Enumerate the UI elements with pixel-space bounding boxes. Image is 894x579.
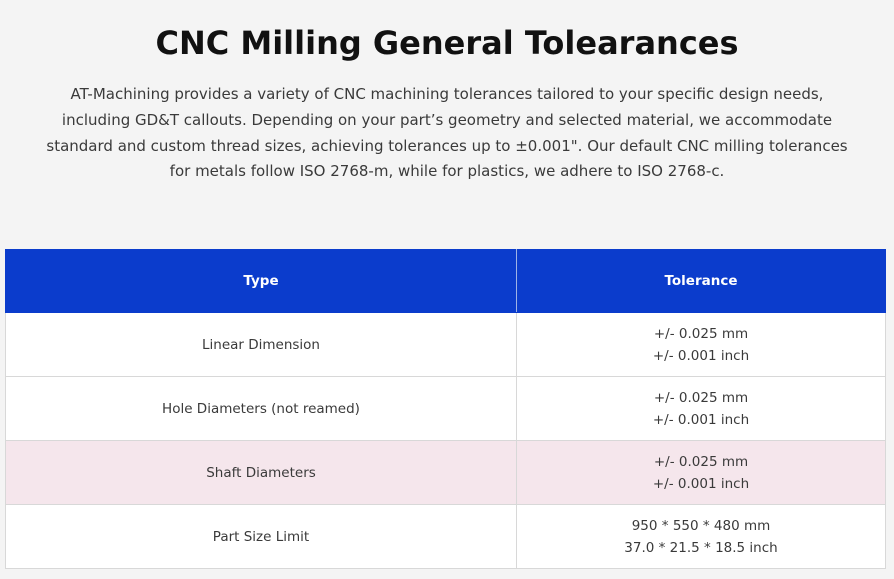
tolerance-metric: +/- 0.025 mm [653,389,749,406]
table-row: Hole Diameters (not reamed) +/- 0.025 mm… [5,376,886,441]
table-header-row: Type Tolerance [5,249,886,313]
tolerance-imperial: 37.0 * 21.5 * 18.5 inch [624,539,778,556]
tolerance-imperial: +/- 0.001 inch [652,475,750,492]
type-cell: Hole Diameters (not reamed) [5,376,517,441]
table-row: Part Size Limit 950 * 550 * 480 mm 37.0 … [5,504,886,569]
column-header-tolerance: Tolerance [516,249,886,313]
tolerance-imperial: +/- 0.001 inch [652,347,750,364]
type-cell: Shaft Diameters [5,440,517,505]
column-header-type: Type [5,249,517,313]
tolerance-cell: +/- 0.025 mm +/- 0.001 inch [516,376,886,441]
tolerance-metric: +/- 0.025 mm [653,453,749,470]
intro-paragraph: AT-Machining provides a variety of CNC m… [46,85,848,181]
tolerance-table: Type Tolerance Linear Dimension +/- 0.02… [5,249,886,569]
tolerance-metric: +/- 0.025 mm [653,325,749,342]
tolerance-metric: 950 * 550 * 480 mm [631,517,771,534]
tolerance-table-container: Type Tolerance Linear Dimension +/- 0.02… [5,249,886,569]
tolerance-cell: +/- 0.025 mm +/- 0.001 inch [516,440,886,505]
type-cell: Linear Dimension [5,312,517,377]
page-title: CNC Milling General Tolearances [155,24,739,63]
tolerance-cell: 950 * 550 * 480 mm 37.0 * 21.5 * 18.5 in… [516,504,886,569]
tolerance-cell: +/- 0.025 mm +/- 0.001 inch [516,312,886,377]
table-row-highlighted: Shaft Diameters +/- 0.025 mm +/- 0.001 i… [5,440,886,505]
table-row: Linear Dimension +/- 0.025 mm +/- 0.001 … [5,312,886,377]
type-cell: Part Size Limit [5,504,517,569]
tolerance-imperial: +/- 0.001 inch [652,411,750,428]
